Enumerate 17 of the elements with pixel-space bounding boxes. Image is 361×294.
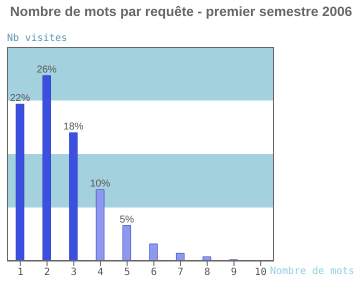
data-label: 5% (120, 214, 134, 226)
x-tick-label: 7 (178, 267, 184, 278)
x-tick-label: 4 (97, 267, 104, 278)
x-tick-label: 5 (124, 267, 130, 278)
x-tick-label: 2 (44, 267, 50, 278)
x-tick-label: 1 (17, 267, 24, 278)
x-axis-title: Nombre de mots (270, 266, 354, 277)
x-tick-label: 10 (254, 267, 267, 278)
x-tick-label: 6 (150, 267, 157, 278)
x-tick-label: 9 (230, 267, 237, 278)
data-label: 10% (90, 178, 110, 190)
x-tick-label: 3 (70, 267, 77, 278)
chart-title: Nombre de mots par requête - premier semestre 2006 (10, 4, 352, 19)
data-label: 18% (63, 122, 84, 133)
y-axis-title: Nb visites (7, 33, 68, 44)
x-tick-label: 8 (204, 267, 210, 278)
data-label: 26% (36, 64, 57, 76)
